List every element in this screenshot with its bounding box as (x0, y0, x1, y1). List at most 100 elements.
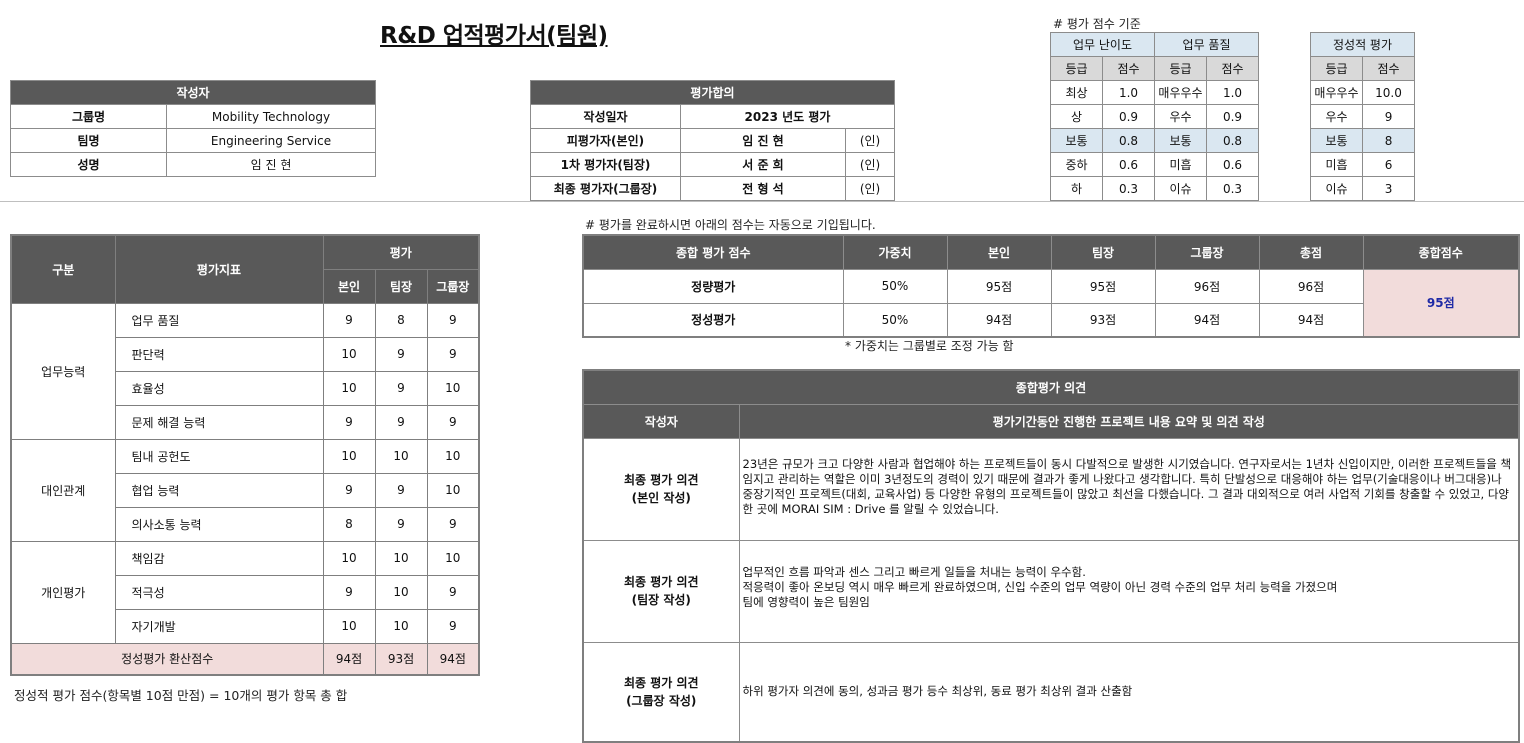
summary-cell: 50% (842, 302, 948, 338)
criteria-note: # 평가 점수 기준 (1053, 17, 1141, 31)
indicator-name: 효율성 (114, 370, 324, 406)
self-evaluee-label: 피평가자(본인) (530, 128, 681, 153)
criteria-cell: 0.9 (1101, 104, 1156, 129)
summary-cell: 93점 (1050, 302, 1156, 338)
indicator-name: 자기개발 (114, 608, 324, 644)
criteria-cell: 미흡 (1310, 152, 1363, 177)
author-table: 작성자 그룹명 Mobility Technology 팀명 Engineering… (10, 80, 376, 177)
criteria-cell: 보통 (1050, 128, 1103, 153)
score-cell: 10 (426, 438, 480, 474)
opinion-content-header: 평가기간동안 진행한 프로젝트 내용 요약 및 의견 작성 (738, 403, 1520, 439)
summary-cell: 96점 (1258, 268, 1364, 304)
qualitative-label: 정성평가 (582, 302, 844, 338)
qualitative-header: 정성적 평가 (1309, 32, 1416, 57)
indicator-name: 판단력 (114, 336, 324, 372)
criteria-cell: 미흡 (1154, 152, 1208, 177)
page-title: R&D 업적평가서(팀원) (380, 23, 608, 49)
group-opinion-text: 하위 평가자 의견에 동의, 성과금 평가 등수 최상위, 동료 평가 최상위 … (738, 641, 1520, 743)
indicator-name: 적극성 (114, 574, 324, 610)
summary-header-title: 종합 평가 점수 (582, 234, 844, 270)
category-work-ability: 업무능력 (10, 302, 116, 440)
summary-cell: 94점 (1258, 302, 1364, 338)
final-evaluator-label: 최종 평가자(그룹장) (530, 176, 681, 201)
score-cell: 9 (374, 472, 428, 508)
group-name-value: Mobility Technology (166, 104, 376, 129)
self-opinion-label-line2: (본인 작성) (631, 491, 691, 505)
difficulty-header: 업무 난이도 (1049, 32, 1156, 57)
criteria-cell: 8 (1361, 128, 1416, 153)
group-opinion-label-line2: (그룹장 작성) (626, 693, 697, 708)
leader-opinion-line: 업무적인 흐름 파악과 센스 그리고 빠르게 일들을 처내는 능력이 우수함. (742, 564, 1086, 579)
score-cell: 10 (322, 336, 376, 372)
category-interpersonal: 대인관계 (10, 438, 116, 542)
total-leader: 93점 (374, 642, 428, 676)
score-cell: 9 (374, 506, 428, 542)
score-header: 점수 (1206, 56, 1260, 81)
self-evaluee-value: 임 진 현 (680, 128, 846, 153)
date-label: 작성일자 (530, 104, 681, 129)
qualitative-criteria-table: 정성적 평가 등급 점수 매우우수 10.0 우수 9 보통 8 미흡 6 이슈 3 (1309, 32, 1416, 201)
summary-cell: 94점 (946, 302, 1052, 338)
summary-cell: 96점 (1154, 268, 1260, 304)
leader-opinion-line: 팀에 영향력이 높은 팀원임 (742, 594, 870, 609)
score-cell: 9 (374, 370, 428, 406)
self-opinion-text: 23년은 규모가 크고 다양한 사람과 협업해야 하는 프로젝트들이 동시 다발… (738, 437, 1520, 541)
score-cell: 10 (322, 370, 376, 406)
criteria-cell: 0.6 (1206, 152, 1260, 177)
score-cell: 9 (426, 302, 480, 338)
criteria-cell: 0.8 (1206, 128, 1260, 153)
group-opinion-label-line1: 최종 평가 의견 (623, 675, 699, 690)
category-personal: 개인평가 (10, 540, 116, 644)
score-cell: 9 (322, 472, 376, 508)
opinions-table: 종합평가 의견 작성자 평가기간동안 진행한 프로젝트 내용 요약 및 의견 작… (582, 369, 1521, 743)
leader-opinion-text: 업무적인 흐름 파악과 센스 그리고 빠르게 일들을 처내는 능력이 우수함. … (738, 539, 1520, 643)
team-name-label: 팀명 (10, 128, 167, 153)
score-cell: 10 (426, 472, 480, 508)
qualitative-total-label: 정성평가 환산점수 (10, 642, 324, 676)
criteria-cell: 이슈 (1154, 176, 1208, 201)
criteria-cell: 상 (1050, 104, 1103, 129)
criteria-cell: 중하 (1050, 152, 1103, 177)
summary-cell: 94점 (1154, 302, 1260, 338)
indicator-name: 협업 능력 (114, 472, 324, 508)
summary-score-table: 종합 평가 점수 가중치 본인 팀장 그룹장 총점 종합점수 정량평가 50% … (582, 234, 1520, 338)
indicator-name: 책임감 (114, 540, 324, 576)
summary-cell: 50% (842, 268, 948, 304)
grade-header: 등급 (1154, 56, 1208, 81)
opinion-author-header: 작성자 (582, 403, 740, 439)
criteria-cell: 하 (1050, 176, 1103, 201)
criteria-cell: 9 (1361, 104, 1416, 129)
criteria-cell: 0.8 (1101, 128, 1156, 153)
score-cell: 10 (322, 608, 376, 644)
score-cell: 9 (426, 574, 480, 610)
criteria-cell: 우수 (1154, 104, 1208, 129)
agreement-table: 평가합의 작성일자 2023 년도 평가 피평가자(본인) 임 진 현 (인) 1차 … (529, 80, 896, 201)
self-opinion-label: 최종 평가 의견 (본인 작성) (582, 437, 740, 541)
category-header: 구분 (10, 234, 116, 304)
group-opinion-label: 최종 평가 의견 (그룹장 작성) (582, 641, 740, 743)
score-cell: 9 (322, 574, 376, 610)
self-header: 본인 (322, 268, 376, 304)
indicator-name: 문제 해결 능력 (114, 404, 324, 440)
total-group-leader: 94점 (426, 642, 480, 676)
summary-header-self: 본인 (946, 234, 1052, 270)
score-cell: 10 (374, 608, 428, 644)
final-evaluator-seal: (인) (844, 176, 896, 201)
score-header: 점수 (1101, 56, 1156, 81)
criteria-cell: 보통 (1154, 128, 1208, 153)
score-header: 점수 (1361, 56, 1416, 81)
summary-header-total: 총점 (1258, 234, 1364, 270)
score-cell: 10 (374, 438, 428, 474)
score-cell: 9 (374, 336, 428, 372)
summary-cell: 95점 (1050, 268, 1156, 304)
evaluation-table: 구분 평가지표 평가 본인 팀장 그룹장 업무능력 업무 품질 9 8 9 판단… (10, 234, 481, 676)
summary-header-leader: 팀장 (1050, 234, 1156, 270)
summary-header-group: 그룹장 (1154, 234, 1260, 270)
score-cell: 9 (374, 404, 428, 440)
quantitative-label: 정량평가 (582, 268, 844, 304)
indicator-name: 팀내 공헌도 (114, 438, 324, 474)
score-cell: 9 (426, 608, 480, 644)
criteria-cell: 최상 (1050, 80, 1103, 105)
criteria-cell: 이슈 (1310, 176, 1363, 201)
summary-header-final: 종합점수 (1362, 234, 1520, 270)
